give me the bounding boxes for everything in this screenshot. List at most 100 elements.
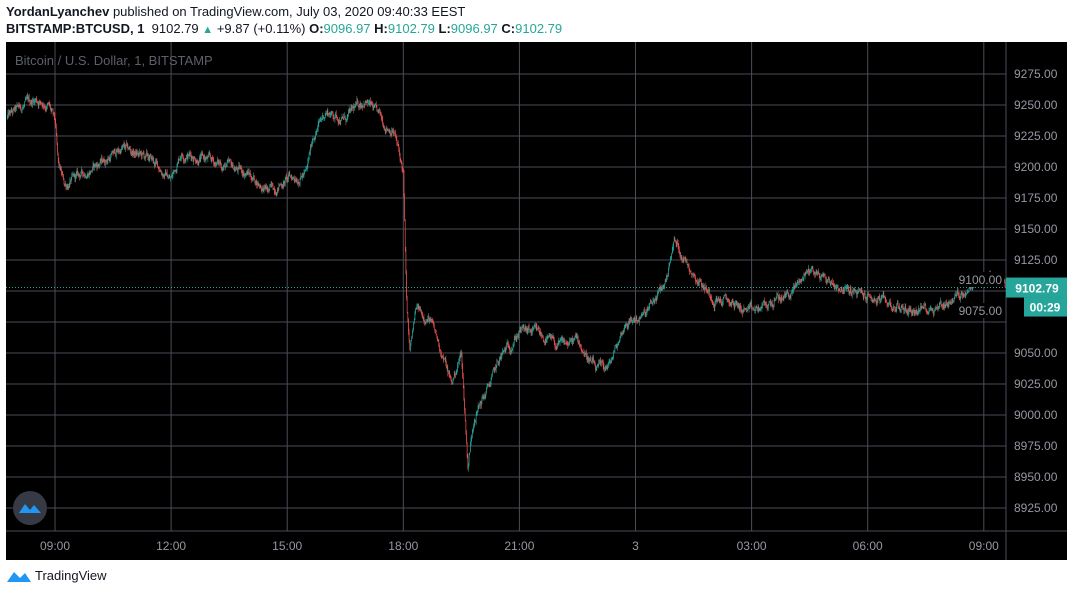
candle-body bbox=[685, 258, 687, 262]
y-tick-label: 8950.00 bbox=[1014, 470, 1058, 484]
x-tick-label: 09:00 bbox=[40, 539, 70, 553]
candle-body bbox=[773, 304, 774, 307]
candle-body bbox=[230, 160, 232, 165]
candle-body bbox=[432, 320, 433, 323]
candle-body bbox=[562, 341, 564, 343]
candle-body bbox=[208, 153, 210, 155]
candle-body bbox=[639, 317, 640, 323]
candle-body bbox=[699, 280, 700, 284]
candle-body bbox=[264, 185, 265, 189]
candle-body bbox=[632, 320, 634, 322]
candle-body bbox=[443, 358, 445, 360]
candle-body bbox=[958, 294, 959, 296]
candle-body bbox=[157, 166, 159, 167]
candle-body bbox=[713, 306, 715, 308]
candle-body bbox=[562, 337, 563, 342]
candle-body bbox=[715, 300, 716, 303]
tradingview-logo-icon bbox=[7, 571, 31, 582]
candle-body bbox=[62, 174, 64, 175]
candle-body bbox=[474, 420, 476, 423]
candle-body bbox=[577, 336, 578, 339]
candle-body bbox=[717, 298, 719, 300]
candle-body bbox=[679, 252, 681, 257]
candle-body bbox=[793, 285, 794, 291]
candle-body bbox=[951, 301, 952, 304]
candle-body bbox=[485, 392, 487, 397]
candle-body bbox=[925, 304, 927, 309]
candle-body bbox=[413, 320, 415, 323]
candle-body bbox=[627, 325, 629, 328]
candle-body bbox=[957, 290, 958, 294]
candle-body bbox=[124, 145, 125, 149]
candle-body bbox=[245, 174, 247, 175]
candle-body bbox=[790, 297, 791, 299]
candle-body bbox=[735, 303, 736, 304]
candle-body bbox=[312, 141, 313, 145]
candle-body bbox=[450, 376, 452, 382]
candle-body bbox=[288, 173, 290, 176]
candle-body bbox=[408, 331, 410, 340]
candle-body bbox=[390, 131, 391, 135]
candle-body bbox=[217, 159, 219, 163]
candle-body bbox=[860, 289, 861, 291]
candle-body bbox=[803, 273, 805, 279]
candle-body bbox=[713, 303, 714, 307]
candle-body bbox=[517, 335, 518, 337]
candle-body bbox=[623, 329, 625, 333]
candle-body bbox=[321, 118, 323, 120]
candle-body bbox=[342, 116, 343, 118]
candle-body bbox=[881, 297, 883, 299]
candle-body bbox=[430, 319, 431, 321]
candle-body bbox=[922, 307, 924, 309]
candle-body bbox=[237, 167, 239, 172]
candle-body bbox=[315, 134, 316, 140]
candle-body bbox=[61, 173, 63, 175]
candle-body bbox=[466, 442, 468, 458]
candle-body bbox=[433, 322, 434, 326]
candle-body bbox=[88, 173, 89, 177]
candle-body bbox=[283, 184, 284, 189]
candle-body bbox=[559, 341, 561, 343]
candle-body bbox=[190, 153, 191, 155]
candle-body bbox=[275, 194, 277, 197]
candle-body bbox=[907, 310, 908, 315]
candle-body bbox=[812, 266, 814, 272]
candle-body bbox=[710, 294, 711, 298]
candle-body bbox=[392, 130, 393, 133]
candle-body bbox=[579, 344, 581, 346]
candle-body bbox=[365, 102, 367, 103]
candle-body bbox=[148, 157, 150, 161]
candle-body bbox=[482, 397, 484, 399]
candle-body bbox=[920, 306, 921, 311]
candle-body bbox=[274, 188, 275, 192]
candle-body bbox=[773, 300, 775, 305]
candle-body bbox=[595, 368, 597, 371]
candle-body bbox=[370, 100, 371, 105]
candle-body bbox=[421, 314, 423, 315]
candle-body bbox=[522, 326, 523, 328]
up-arrow-icon: ▲ bbox=[202, 24, 214, 36]
candle-body bbox=[246, 172, 247, 175]
footer-brand[interactable]: TradingView bbox=[6, 568, 107, 583]
author[interactable]: YordanLyanchev bbox=[6, 4, 110, 19]
candle-body bbox=[477, 405, 479, 411]
candle-body bbox=[419, 306, 420, 310]
candle-body bbox=[413, 322, 414, 329]
candle-body bbox=[826, 281, 828, 284]
candle-body bbox=[270, 184, 271, 187]
candle-body bbox=[295, 179, 297, 182]
price-chart[interactable]: 9275.009250.009225.009200.009175.009150.… bbox=[6, 42, 1067, 560]
candle-body bbox=[681, 257, 683, 260]
candle-body bbox=[515, 336, 516, 339]
candle-body bbox=[358, 106, 360, 108]
candle-body bbox=[640, 316, 641, 319]
candle-body bbox=[48, 102, 50, 105]
candle-body bbox=[531, 331, 532, 333]
candle-body bbox=[762, 304, 763, 305]
candle-body bbox=[924, 304, 926, 306]
candle-body bbox=[293, 177, 295, 180]
candle-body bbox=[553, 339, 555, 344]
candle-body bbox=[652, 301, 654, 304]
candle-body bbox=[502, 351, 503, 353]
candle-body bbox=[337, 117, 338, 121]
